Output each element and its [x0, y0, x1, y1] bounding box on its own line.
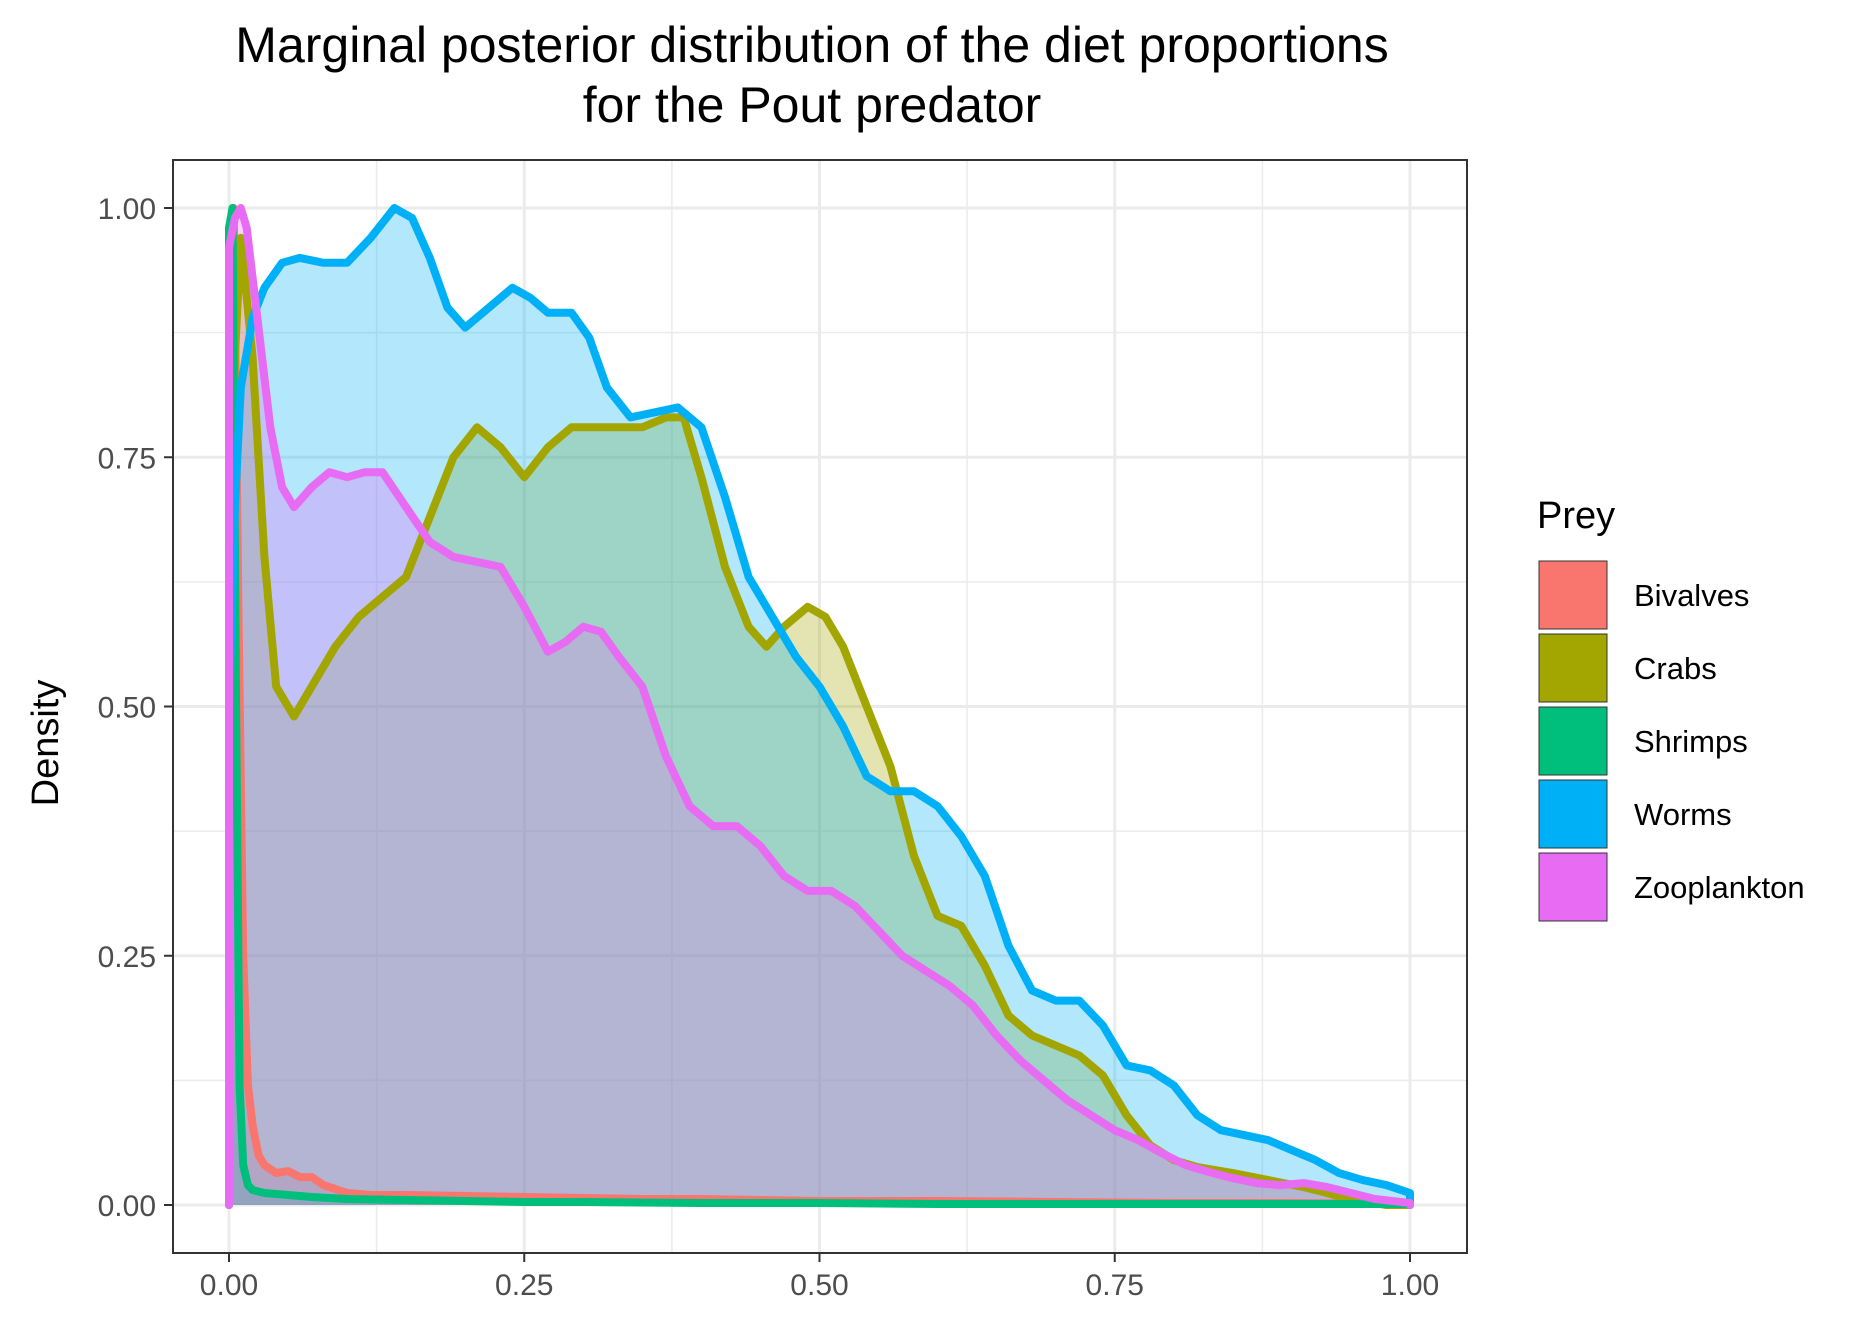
chart-title-line-2: for the Pout predator	[583, 77, 1042, 133]
legend-title: Prey	[1537, 495, 1615, 537]
area-worms	[229, 208, 1410, 1205]
x-tick-label: 0.00	[200, 1269, 258, 1302]
y-tick-label: 0.75	[98, 442, 156, 475]
plot-panel	[172, 159, 1468, 1254]
density-lines	[225, 204, 1414, 1209]
x-tick-label: 0.50	[790, 1269, 848, 1302]
legend-label-worms: Worms	[1634, 797, 1732, 832]
legend-swatch-crabs	[1538, 633, 1608, 703]
y-tick-label: 0.25	[98, 941, 156, 974]
line-zooplankton	[225, 204, 1414, 1209]
x-axis: 0.00 0.25 0.50 0.75 1.00	[200, 1253, 1439, 1302]
y-axis-title: Density	[25, 680, 67, 807]
legend: Prey Bivalves Crabs Shrimps Worms Zooplankto…	[1537, 495, 1805, 922]
legend-swatch-shrimps	[1538, 706, 1608, 776]
legend-label-crabs: Crabs	[1634, 651, 1717, 686]
legend-label-bivalves: Bivalves	[1634, 578, 1749, 613]
legend-swatch-worms	[1538, 779, 1608, 849]
x-tick-label: 0.75	[1086, 1269, 1144, 1302]
legend-swatch-zooplankton	[1538, 852, 1608, 922]
y-tick-label: 0.00	[98, 1190, 156, 1223]
x-tick-label: 0.25	[495, 1269, 553, 1302]
chart-title-line-1: Marginal posterior distribution of the d…	[235, 17, 1388, 73]
y-tick-label: 1.00	[98, 193, 156, 226]
area-zooplankton	[229, 208, 1410, 1205]
x-tick-label: 1.00	[1381, 1269, 1439, 1302]
legend-label-zooplankton: Zooplankton	[1634, 870, 1805, 905]
legend-items: Bivalves Crabs Shrimps Worms Zooplankton	[1538, 560, 1805, 922]
y-tick-label: 0.50	[98, 692, 156, 725]
y-axis: 0.00 0.25 0.50 0.75 1.00	[98, 193, 173, 1223]
legend-label-shrimps: Shrimps	[1634, 724, 1748, 759]
line-worms	[225, 204, 1414, 1209]
line-shrimps	[225, 204, 1414, 1209]
legend-swatch-bivalves	[1538, 560, 1608, 630]
